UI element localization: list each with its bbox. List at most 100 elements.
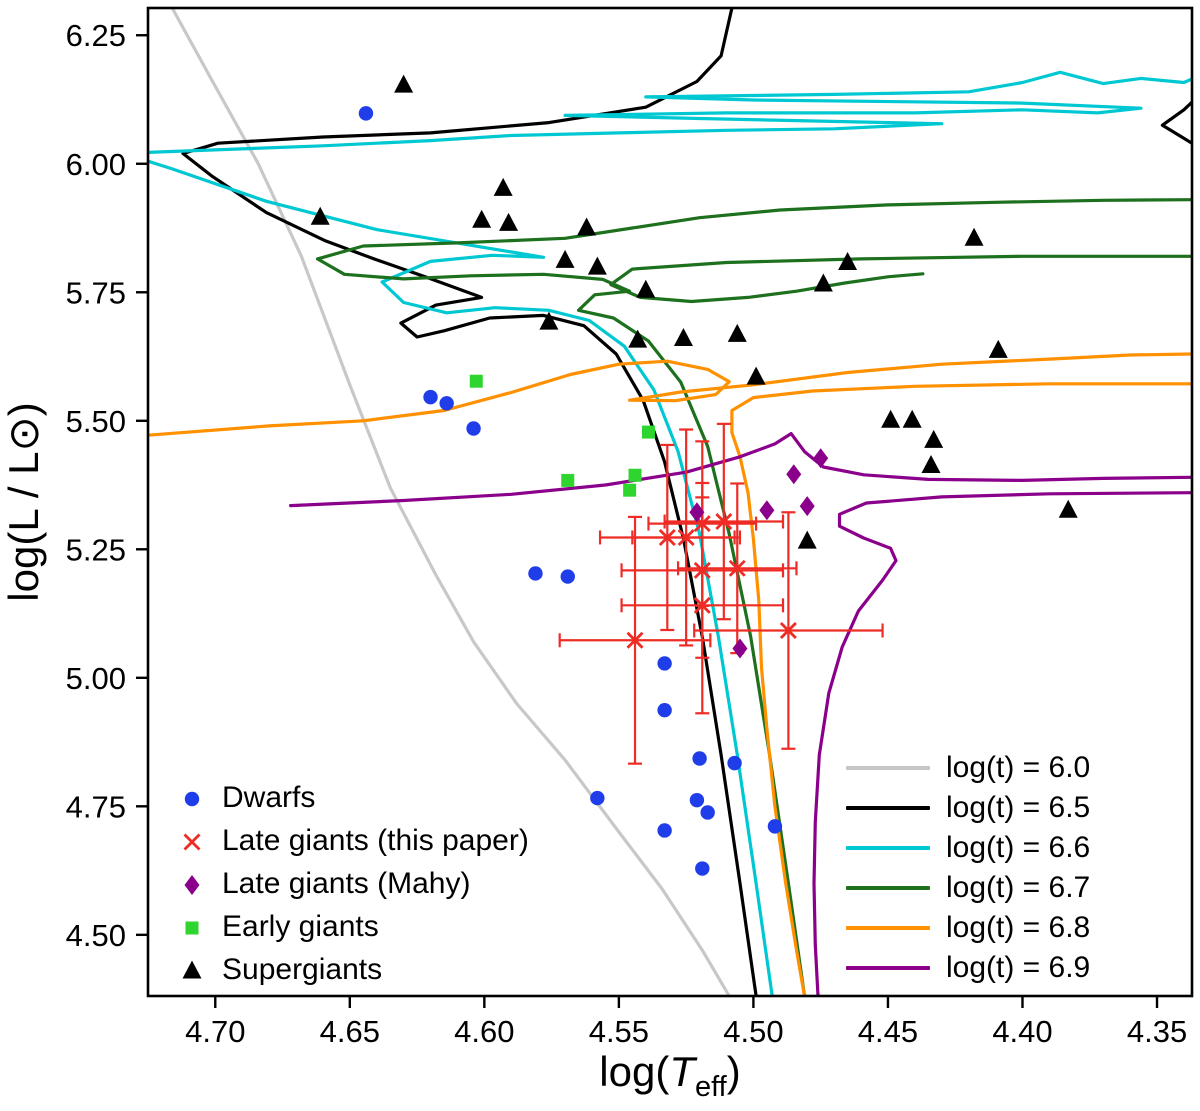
x-marker xyxy=(715,513,733,531)
triangle-marker xyxy=(902,409,922,428)
y-tick-label: 5.75 xyxy=(66,275,126,310)
diamond-marker-icon xyxy=(176,868,208,900)
square-marker-icon xyxy=(176,911,208,943)
circle-marker xyxy=(466,421,481,436)
square-marker xyxy=(469,374,483,388)
legend-item-log-t-6-0: log(t) = 6.0 xyxy=(846,748,1090,788)
isochrone-log-t-6-0 xyxy=(170,8,731,996)
line-sample-icon xyxy=(846,926,930,930)
y-tick-label: 5.50 xyxy=(66,404,126,439)
line-sample-icon xyxy=(846,766,930,770)
legend-label: log(t) = 6.6 xyxy=(946,831,1091,864)
triangle-marker xyxy=(797,530,817,549)
triangle-marker xyxy=(1058,499,1078,518)
triangle-marker xyxy=(727,323,747,342)
circle-marker xyxy=(528,566,543,581)
series-late-giants-mahy xyxy=(689,448,829,659)
triangle-marker xyxy=(555,249,575,268)
triangle-marker xyxy=(628,329,648,348)
y-tick-label: 5.00 xyxy=(66,661,126,696)
legend-label: log(t) = 6.5 xyxy=(946,791,1091,824)
legend-item-late-giants-mahy: Late giants (Mahy) xyxy=(176,862,529,905)
square-marker xyxy=(628,468,642,482)
diamond-marker xyxy=(813,448,829,469)
triangle-marker xyxy=(539,311,559,330)
triangle-marker xyxy=(746,366,766,385)
triangle-marker xyxy=(182,960,202,978)
square-marker xyxy=(185,921,199,934)
series-supergiants xyxy=(310,74,1078,549)
legend-label: Early giants xyxy=(222,909,379,943)
circle-marker xyxy=(689,792,705,808)
legend-item-supergiants: Supergiants xyxy=(176,948,529,991)
circle-marker-icon xyxy=(176,782,208,814)
legend-label: Supergiants xyxy=(222,952,383,986)
circle-marker xyxy=(423,389,438,405)
line-sample-icon xyxy=(846,806,930,810)
triangle-marker xyxy=(673,328,693,347)
data-points xyxy=(310,74,1078,876)
x-marker xyxy=(626,631,644,649)
triangle-marker xyxy=(587,256,607,275)
legend-markers: Dwarfs Late giants (this paper) Late giant… xyxy=(176,776,529,991)
x-tick-label: 4.50 xyxy=(723,1014,783,1049)
triangle-marker xyxy=(636,279,656,298)
series-late-giants-this-paper xyxy=(558,422,884,765)
triangle-marker xyxy=(921,455,941,474)
legend-label: Dwarfs xyxy=(222,780,316,814)
triangle-marker-icon xyxy=(176,954,208,986)
isochrone-log-t-6-9 xyxy=(289,432,1192,996)
legend-label: log(t) = 6.9 xyxy=(946,951,1091,984)
diamond-marker xyxy=(732,638,748,659)
triangle-marker xyxy=(813,273,833,292)
circle-marker xyxy=(184,791,200,806)
circle-marker xyxy=(695,861,710,876)
circle-marker xyxy=(560,569,575,584)
x-tick-label: 4.60 xyxy=(454,1014,514,1049)
x-axis-title: log(Teff) xyxy=(599,1048,740,1103)
isochrone-log-t-6-6 xyxy=(148,70,1192,996)
diamond-marker xyxy=(759,500,775,521)
square-marker xyxy=(623,483,637,497)
legend-label: Late giants (this paper) xyxy=(222,823,529,857)
triangle-marker xyxy=(988,339,1008,358)
x-marker xyxy=(183,833,201,850)
legend-item-log-t-6-6: log(t) = 6.6 xyxy=(846,828,1090,868)
circle-marker xyxy=(439,396,454,411)
x-marker xyxy=(779,622,797,640)
plot-frame xyxy=(146,6,1194,998)
legend-item-dwarfs: Dwarfs xyxy=(176,776,529,819)
series-early-giants xyxy=(469,374,655,497)
legend-item-log-t-6-9: log(t) = 6.9 xyxy=(846,948,1090,988)
circle-marker xyxy=(657,702,672,718)
x-tick-label: 4.70 xyxy=(185,1014,245,1049)
x-marker xyxy=(693,596,711,614)
x-marker xyxy=(728,559,746,577)
triangle-marker xyxy=(493,177,513,196)
legend-item-log-t-6-8: log(t) = 6.8 xyxy=(846,908,1090,948)
circle-marker xyxy=(727,755,742,771)
y-axis-title: log(L / L⊙) xyxy=(0,402,47,601)
legend-label: log(t) = 6.7 xyxy=(946,871,1091,904)
circle-marker xyxy=(767,819,783,834)
diamond-marker xyxy=(786,464,802,485)
x-marker-icon xyxy=(176,825,208,857)
legend-item-log-t-6-5: log(t) = 6.5 xyxy=(846,788,1090,828)
x-tick-label: 4.40 xyxy=(992,1014,1052,1049)
triangle-marker xyxy=(577,217,597,236)
x-tick-label: 4.65 xyxy=(320,1014,380,1049)
circle-marker xyxy=(657,656,672,671)
legend-item-early-giants: Early giants xyxy=(176,905,529,948)
y-tick-label: 4.50 xyxy=(66,918,126,953)
line-sample-icon xyxy=(846,886,930,890)
x-marker xyxy=(677,528,695,546)
legend-label: Late giants (Mahy) xyxy=(222,866,471,900)
square-marker xyxy=(641,425,655,439)
legend-isochrones: log(t) = 6.0 log(t) = 6.5 log(t) = 6.6 log(… xyxy=(846,748,1090,988)
x-tick-label: 4.35 xyxy=(1127,1014,1187,1049)
x-tick-label: 4.55 xyxy=(589,1014,649,1049)
triangle-marker xyxy=(394,74,414,93)
triangle-marker xyxy=(924,429,944,448)
y-tick-label: 4.75 xyxy=(66,789,126,824)
